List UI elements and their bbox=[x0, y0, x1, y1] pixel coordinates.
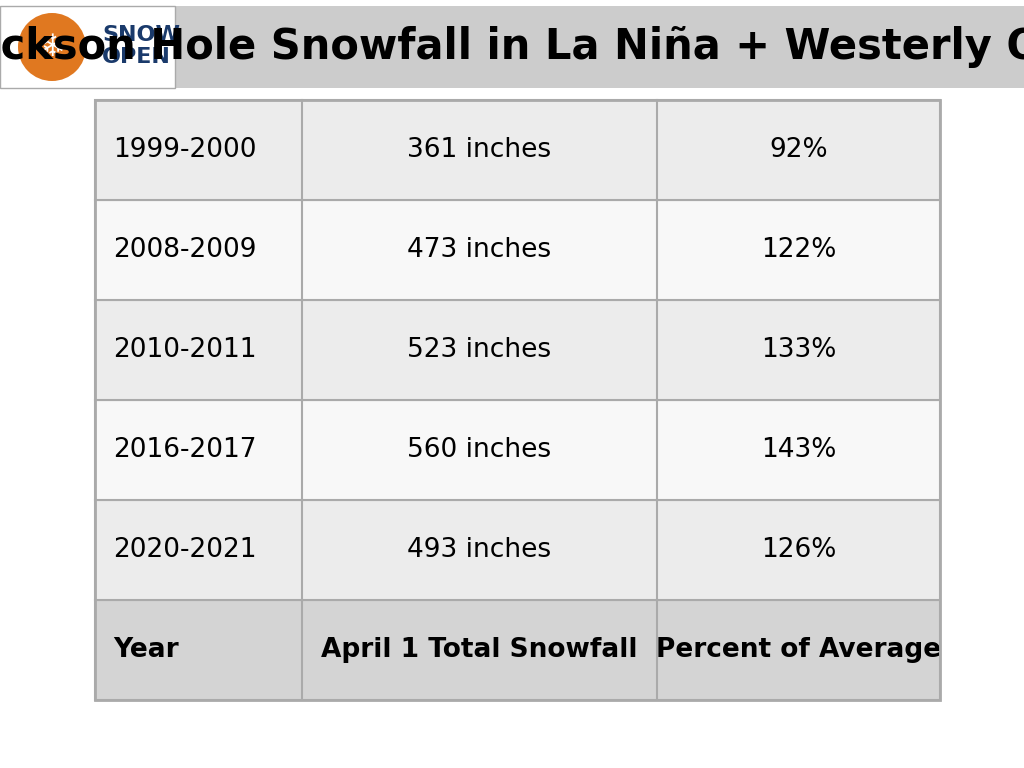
Text: 2008-2009: 2008-2009 bbox=[113, 237, 256, 263]
Text: ❄: ❄ bbox=[39, 32, 65, 61]
Bar bbox=[95, 300, 940, 400]
Bar bbox=[95, 100, 940, 700]
Circle shape bbox=[18, 13, 86, 81]
Text: 126%: 126% bbox=[761, 537, 837, 563]
Text: 560 inches: 560 inches bbox=[408, 437, 552, 463]
Text: 133%: 133% bbox=[761, 337, 837, 363]
Text: Jackson Hole Snowfall in La Niña + Westerly QBO Years: Jackson Hole Snowfall in La Niña + Weste… bbox=[0, 26, 1024, 68]
Text: 143%: 143% bbox=[761, 437, 837, 463]
Text: 122%: 122% bbox=[761, 237, 837, 263]
Bar bbox=[95, 400, 940, 500]
Bar bbox=[95, 100, 940, 200]
Text: OPEN: OPEN bbox=[102, 47, 171, 67]
Text: Year: Year bbox=[113, 637, 178, 663]
Bar bbox=[95, 500, 940, 600]
Bar bbox=[95, 200, 940, 300]
Text: Percent of Average: Percent of Average bbox=[656, 637, 941, 663]
Text: 1999-2000: 1999-2000 bbox=[113, 137, 256, 163]
Text: April 1 Total Snowfall: April 1 Total Snowfall bbox=[322, 637, 638, 663]
Bar bbox=[95, 600, 940, 700]
Text: 2020-2021: 2020-2021 bbox=[113, 537, 256, 563]
Text: 493 inches: 493 inches bbox=[408, 537, 552, 563]
Text: SNOW: SNOW bbox=[102, 25, 180, 45]
Bar bbox=[0, 6, 1024, 88]
Text: 473 inches: 473 inches bbox=[408, 237, 552, 263]
Text: 523 inches: 523 inches bbox=[408, 337, 552, 363]
Text: 2016-2017: 2016-2017 bbox=[113, 437, 256, 463]
Bar bbox=[0, 6, 175, 88]
Text: 361 inches: 361 inches bbox=[408, 137, 552, 163]
Text: 92%: 92% bbox=[769, 137, 827, 163]
Text: 2010-2011: 2010-2011 bbox=[113, 337, 256, 363]
